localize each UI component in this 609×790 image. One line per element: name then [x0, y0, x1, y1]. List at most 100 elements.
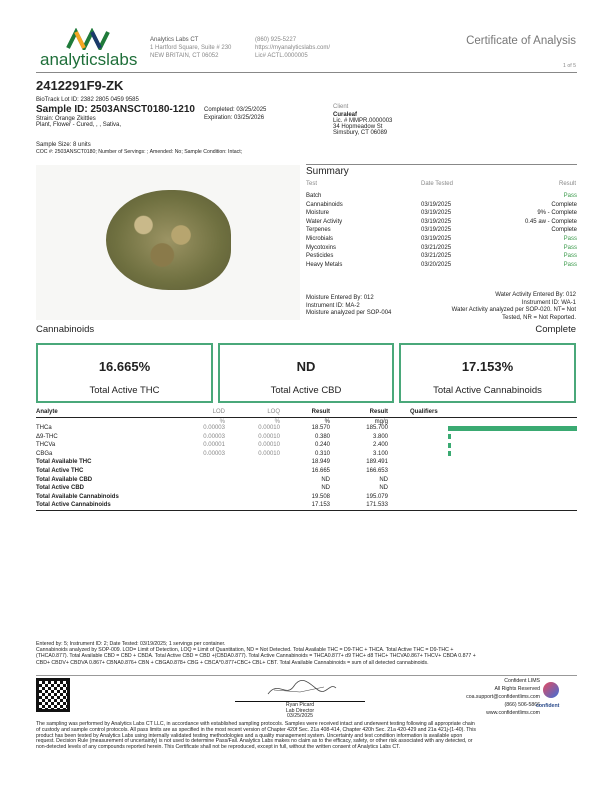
analyte: THCa: [36, 425, 52, 431]
result-pct: 16.665: [311, 468, 330, 474]
disclaimer-line: non-detected levels of any compounds rep…: [36, 744, 401, 751]
summary-table: Batch Pass Cannabinoids 03/19/2025 Complete M…: [306, 192, 577, 272]
sample-id: Sample ID: 2503ANSCT0180-1210: [36, 104, 195, 115]
coc-info: COC #: 2503ANSCT0180; Number of Servings…: [36, 149, 243, 155]
unit: mg/g: [374, 419, 388, 425]
wa-note: Water Activity Entered By: 012: [495, 292, 576, 298]
client-city: Simsbury, CT 06089: [333, 130, 388, 136]
result: Complete: [551, 227, 577, 234]
page-number: 1 of 5: [563, 63, 576, 69]
analyte-row: CBGa 0.00003 0.00010 0.310 3.100: [36, 450, 577, 459]
analyte: Total Available Cannabinoids: [36, 493, 119, 500]
date-tested: 03/21/2025: [421, 244, 452, 251]
col-lod: LOD: [212, 409, 225, 415]
logo-mark-icon: [66, 28, 110, 50]
phone: (860) 925-5227: [255, 37, 297, 43]
col-loq: LOQ: [267, 409, 280, 415]
cannabinoid-table: Analyte LOD LOQ Result Result Qualifiers…: [36, 408, 577, 518]
lod: 0.00003: [203, 450, 225, 457]
signature-icon: [267, 680, 337, 695]
client-license: Lic. # MMPR.0000003: [333, 118, 393, 124]
confident-email[interactable]: coa.support@confidentlims.com: [466, 694, 540, 700]
summary-row: Moisture 03/19/2025 9% - Complete: [306, 209, 577, 218]
test-name: Microbials: [306, 236, 334, 242]
result: 9% - Complete: [537, 210, 577, 217]
company-name: Analytics Labs CT: [150, 37, 199, 43]
summary-row: Cannabinoids 03/19/2025 Complete: [306, 201, 577, 210]
company-address2: NEW BRITAIN, CT 06052: [150, 53, 219, 59]
disclaimer-line: request. Decision Rule (measurement of u…: [36, 738, 473, 745]
moisture-note: Instrument ID: MA-2: [306, 302, 360, 309]
result-mg: ND: [379, 476, 388, 483]
wa-note: Water Activity analyzed per SOP-020. NT=…: [451, 307, 576, 313]
result-mg: 185.700: [366, 425, 388, 431]
cannabinoids-status: Complete: [535, 324, 576, 335]
col-result-mg: Result: [369, 409, 388, 415]
result-mg: ND: [379, 485, 388, 492]
moisture-notes: Moisture Entered By: 012 Instrument ID: …: [306, 295, 391, 318]
confident-line: All Rights Reserved: [494, 686, 540, 692]
date-tested: 03/19/2025: [421, 210, 452, 217]
analyte-row: Total Active Cannabinoids 17.153 171.533: [36, 501, 577, 510]
confident-website[interactable]: www.confidentlims.com: [486, 710, 540, 716]
analyte-row: Δ9-THC 0.00003 0.00010 0.380 3.800: [36, 433, 577, 442]
disclaimer-line: of custody and sample control protocols.…: [36, 726, 476, 733]
total-active-thc-box: 16.665% Total Active THC: [36, 343, 213, 403]
disclaimer: The sampling was performed by Analytics …: [36, 721, 476, 751]
result: Pass: [563, 253, 577, 260]
result: Pass: [563, 244, 577, 251]
analyte: Total Available CBD: [36, 476, 93, 483]
flower-image: [106, 190, 231, 290]
biotrack-id: BioTrack Lot ID: 2382 2805 0459 9585: [36, 97, 139, 103]
analyte-row: THCa 0.00003 0.00010 18.570 185.700: [36, 424, 577, 433]
total-active-cbd-box: ND Total Active CBD: [218, 343, 394, 403]
confident-logo-icon: [543, 682, 559, 698]
confident-logo-text: confident: [536, 703, 560, 709]
analyte-row: Total Available CBD ND ND: [36, 476, 577, 485]
product-type: Plant, Flower - Cured, , , Sativa,: [36, 122, 122, 128]
result-pct: 18.570: [311, 425, 330, 431]
license: Lic# ACTL.0000005: [255, 53, 308, 59]
result-pct: 18.949: [311, 459, 330, 466]
analyte-row: THCVa 0.00001 0.00010 0.240 2.400: [36, 441, 577, 450]
qr-code[interactable]: [36, 678, 70, 712]
summary-row: Microbials 03/19/2025 Pass: [306, 235, 577, 244]
confident-info: Confident LIMS All Rights Reserved coa.s…: [466, 677, 540, 717]
result-pct: ND: [321, 476, 330, 483]
note-line: CBD+ CBDV+ CBDVA 0.867+ CBNA0.876+ CBN +…: [36, 659, 429, 666]
signature-line: [235, 701, 365, 702]
result-mg: 171.533: [366, 502, 388, 509]
logo-text: analyticslabs: [40, 50, 138, 69]
notes-divider: [36, 675, 577, 676]
website-link[interactable]: https://myanalyticslabs.com/: [255, 45, 331, 51]
unit: %: [219, 419, 225, 425]
col-analyte: Analyte: [36, 409, 58, 415]
analyte: Δ9-THC: [36, 433, 58, 440]
analyte: Total Active THC: [36, 468, 84, 474]
wa-note: Tested, NR = Not Reported.: [502, 314, 576, 321]
analyte: CBGa: [36, 450, 53, 457]
summary-row: Mycotoxins 03/21/2025 Pass: [306, 244, 577, 253]
result: Pass: [563, 193, 577, 199]
date-tested: 03/20/2025: [421, 261, 452, 268]
test-name: Moisture: [306, 210, 330, 217]
result-mg: 166.653: [366, 468, 388, 474]
sample-size: Sample Size: 8 units: [36, 142, 91, 148]
summary-title: Summary: [306, 166, 349, 177]
col-qualifiers: Qualifiers: [410, 409, 438, 415]
analyte-row: Total Available Cannabinoids 19.508 195.07…: [36, 493, 577, 502]
date-tested: 03/19/2025: [421, 218, 452, 225]
result: Pass: [563, 236, 577, 242]
signatory-title: Lab Director: [285, 707, 315, 714]
result-pct: 19.508: [311, 493, 330, 500]
analyte: Total Available THC: [36, 459, 92, 466]
strain: Strain: Orange Zkittles: [36, 116, 96, 122]
unit: %: [324, 419, 330, 425]
summary-row: Pesticides 03/21/2025 Pass: [306, 252, 577, 261]
client-label: Client: [333, 104, 349, 110]
summary-row: Terpenes 03/19/2025 Complete: [306, 226, 577, 235]
result-mg: 2.400: [372, 442, 388, 449]
test-name: Cannabinoids: [306, 201, 343, 208]
result: 0.45 aw - Complete: [524, 218, 577, 225]
cannabinoids-title: Cannabinoids: [36, 324, 95, 335]
